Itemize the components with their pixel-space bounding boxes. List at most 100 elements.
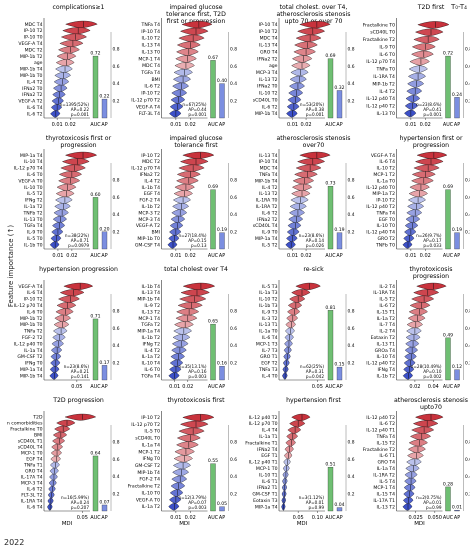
feature-label: IL-12 p40 T4: [366, 230, 395, 236]
feature-label: VEGF-A T4: [371, 153, 395, 159]
feature-label: IL-6 T1: [379, 453, 395, 459]
panel-title: impaired glucose: [169, 135, 222, 142]
feature-label: IP-10 T2: [141, 415, 160, 421]
violin-shape: [61, 158, 90, 166]
violin-shape: [62, 27, 91, 35]
x-tick-label: 0.01: [52, 122, 63, 128]
bar-axis-label-auc: AUC: [443, 384, 454, 390]
violin-shape: [171, 89, 187, 97]
feature-label: IL-13 T1: [259, 322, 278, 328]
violin-shape: [174, 321, 194, 329]
violin-shape: [287, 302, 302, 310]
violin-shape: [407, 452, 424, 460]
bar-axis-label-auc: AUC: [443, 515, 454, 521]
auc-bar: [210, 463, 216, 512]
ap-value-label: 0.40: [217, 78, 227, 84]
bar-tick-label: 0.6: [230, 64, 237, 70]
feature-label: IP-10 T2: [141, 91, 160, 97]
violin-shape: [171, 346, 187, 354]
feature-label: FLT-3L T4: [139, 111, 160, 117]
ap-bar: [454, 509, 460, 512]
bar-tick-label: 0.2: [465, 491, 470, 497]
violin-shape: [413, 164, 440, 172]
violin-shape: [287, 222, 302, 230]
feature-label: n comorbidities: [7, 421, 43, 427]
bar-tick-label: 0.2: [465, 229, 470, 235]
violin-shape: [407, 314, 426, 322]
bar-tick-label: 0.8: [465, 47, 470, 53]
ap-bar: [454, 369, 460, 381]
feature-label: GM-CSF T2: [135, 463, 160, 469]
feature-label: EGF T2: [261, 361, 277, 367]
feature-label: TNFa T4: [376, 434, 396, 440]
bar-axis-label-auc: AUC: [208, 515, 219, 521]
feature-label: MCP-3 T4: [21, 481, 43, 487]
feature-label: sCD40L T4: [18, 445, 43, 451]
panel-title: atherosclerosis stenosis: [277, 135, 351, 142]
stats-label: n=62(25%): [300, 364, 324, 369]
stats-label: AP=0.21: [71, 369, 90, 374]
feature-label: Eotaxin T3: [253, 498, 278, 504]
bar-tick-label: 0.6: [113, 195, 120, 201]
bar-tick-label: 0.4: [113, 343, 120, 349]
violin-shape: [64, 151, 98, 159]
feature-label: IL-9 T0: [27, 230, 43, 236]
feature-label: IL-10 T1: [259, 472, 278, 478]
feature-label: VEGF-A T4: [18, 41, 42, 47]
feature-label: IL-9 T0: [262, 230, 278, 236]
stats-label: AP=0.22: [71, 107, 90, 112]
stats-label: AP=0.07: [188, 500, 207, 505]
violin-shape: [178, 164, 205, 172]
violin-shape: [53, 327, 68, 335]
x-axis-label: MDI: [414, 521, 425, 527]
bar-tick-label: 0.8: [230, 178, 237, 184]
violin-shape: [287, 308, 300, 316]
feature-label: MCP-3 T2: [138, 210, 160, 216]
violin-shape: [179, 158, 209, 166]
stats-label: AP=0.01: [423, 500, 442, 505]
feature-label: IL-13 T2: [376, 504, 395, 510]
violin-shape: [58, 177, 81, 185]
feature-label: MIP-1b T4: [255, 111, 278, 117]
bar-axis-label-ap: AP: [336, 515, 342, 521]
x-tick-label: 0.02: [66, 253, 77, 259]
violin-shape: [179, 295, 207, 303]
auc-value-label: 0.55: [208, 458, 218, 464]
feature-label: IL-13 T0: [24, 217, 43, 223]
stats-label: n=27(18.4%): [178, 233, 206, 238]
feature-label: IL-13 T2: [259, 191, 278, 197]
auc-bar: [210, 60, 216, 119]
feature-label: IL-1a T4: [142, 442, 160, 448]
auc-value-label: 0.81: [325, 305, 335, 311]
feature-label: IL-2 T4: [379, 284, 395, 290]
violin-shape: [59, 40, 84, 48]
violin-shape: [285, 439, 296, 447]
x-tick-label: 0.01: [405, 253, 416, 259]
violin-shape: [414, 158, 444, 166]
feature-label: IL-1b T2: [141, 204, 160, 210]
feature-label: GRO T2: [377, 236, 395, 242]
ap-bar: [219, 366, 225, 381]
ap-bar: [336, 90, 343, 119]
auc-bar: [92, 197, 99, 250]
bar-axis-label-ap: AP: [454, 515, 460, 521]
violin-shape: [169, 222, 184, 230]
panel-title: atherosclerosis stenosis: [394, 397, 468, 404]
violin-shape: [50, 449, 62, 457]
violin-shape: [283, 458, 291, 466]
violin-shape: [411, 177, 434, 185]
violin-shape: [284, 334, 294, 342]
violin-shape: [411, 171, 436, 179]
violin-shape: [172, 334, 191, 342]
x-tick-label: 0.050: [428, 515, 442, 521]
bar-tick-label: 0.4: [465, 212, 470, 218]
bar-tick-label: 0.4: [230, 81, 237, 87]
violin-shape: [287, 96, 302, 104]
feature-label: IL-13 T2: [141, 309, 160, 315]
bar-tick-label: 0.2: [230, 491, 237, 497]
feature-label: IL-13 T1: [376, 341, 395, 347]
auc-value-label: 0.67: [208, 55, 218, 61]
violin-shape: [292, 177, 314, 185]
feature-label: IL-10 T2: [259, 297, 278, 303]
feature-label: TGFa T4: [140, 70, 160, 76]
